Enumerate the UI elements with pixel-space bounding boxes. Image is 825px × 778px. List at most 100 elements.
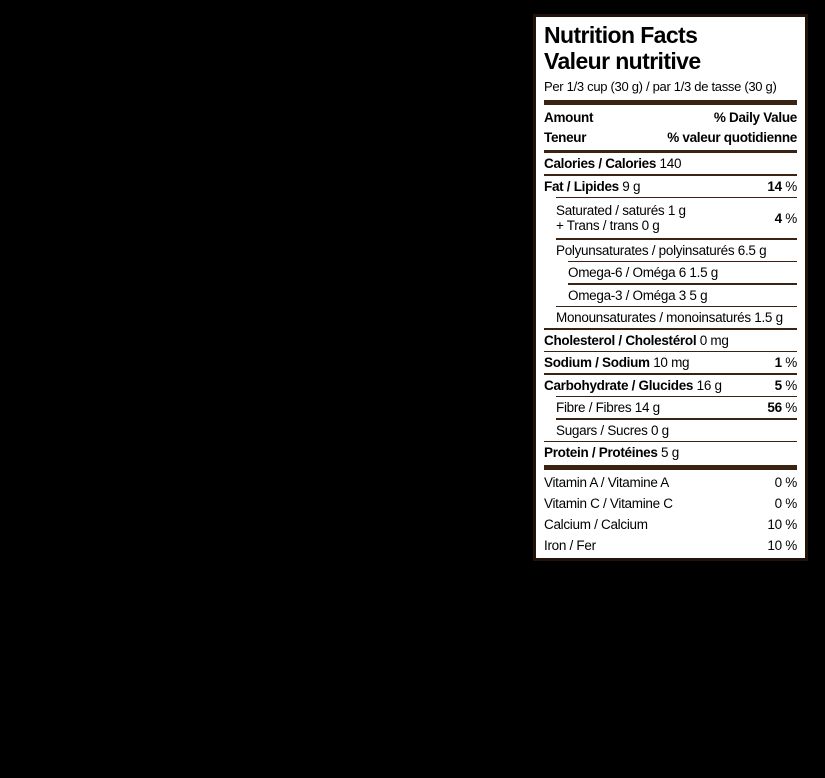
nutrient-label-saturated-trans-line1: Saturated / saturés 1 g: [556, 203, 686, 218]
nutrient-row-omega-6: Omega-6 / Oméga 6 1.5 g: [544, 262, 797, 283]
nutrient-label-part: 10 mg: [649, 355, 690, 370]
micronutrient-row-iron: Iron / Fer 10 %: [544, 535, 797, 556]
daily-value-header-fr: Teneur % valeur quotidienne: [544, 128, 797, 148]
daily-value-label-fr: % valeur quotidienne: [667, 130, 797, 145]
amount-label-fr: Teneur: [544, 130, 587, 145]
percent-sign: %: [781, 210, 797, 226]
daily-value-fibre: 56 %: [767, 400, 797, 415]
nutrient-label-part: Cholesterol / Cholestérol: [544, 332, 697, 348]
nutrient-label-calories: Calories / Calories 140: [544, 156, 681, 171]
separator-below-sugars: [544, 440, 797, 442]
micronutrient-row-vitamin-a: Vitamin A / Vitamine A 0 %: [544, 472, 797, 493]
nutrient-label-part: Omega-3 / Oméga 3 5 g: [568, 287, 708, 303]
separator-below-calories: [544, 174, 797, 176]
nutrient-label-part: 9 g: [618, 178, 641, 194]
daily-value-sodium: 1 %: [774, 355, 798, 370]
micronutrient-label-calcium: Calcium / Calcium: [544, 517, 648, 532]
nutrient-label-fibre: Fibre / Fibres 14 g: [556, 400, 660, 415]
micronutrient-row-vitamin-c: Vitamin C / Vitamine C 0 %: [544, 493, 797, 514]
nutrient-row-cholesterol: Cholesterol / Cholestérol 0 mg: [544, 330, 797, 351]
separator-below-saturated-trans: [556, 238, 797, 240]
separator-below-polyunsaturates: [568, 260, 797, 262]
daily-value-number: 5: [774, 377, 783, 393]
nutrient-row-omega-3: Omega-3 / Oméga 3 5 g: [544, 285, 797, 306]
nutrient-row-protein: Protein / Protéines 5 g: [544, 442, 797, 463]
separator-below-carbohydrate: [556, 395, 797, 397]
micronutrient-value-vitamin-c: 0 %: [774, 496, 798, 511]
nutrient-label-saturated-trans-line2: + Trans / trans 0 g: [556, 218, 660, 233]
nutrient-label-part: Calories / Calories: [544, 156, 657, 171]
nutrient-label-omega-6: Omega-6 / Oméga 6 1.5 g: [568, 265, 718, 280]
daily-value-fat: 14 %: [767, 179, 797, 194]
separator-below-omega-6: [568, 283, 797, 285]
separator-below-sodium: [544, 373, 797, 375]
nutrient-row-saturated-trans: Saturated / saturés 1 g + Trans / trans 0…: [544, 198, 797, 238]
micronutrient-label-iron: Iron / Fer: [544, 538, 596, 553]
nutrient-label-part: Monounsaturates / monoinsaturés 1.5 g: [556, 310, 783, 325]
percent-sign: %: [781, 400, 797, 415]
micronutrient-value-vitamin-a: 0 %: [774, 475, 798, 490]
micronutrient-value-calcium: 10 %: [767, 517, 797, 532]
nutrient-label-carbohydrate: Carbohydrate / Glucides 16 g: [544, 378, 722, 393]
nutrient-label-part: 5 g: [657, 445, 679, 460]
percent-sign: %: [781, 178, 797, 194]
micronutrient-label-vitamin-c: Vitamin C / Vitamine C: [544, 496, 673, 511]
nutrient-label-part: Polyunsaturates / polyinsaturés 6.5 g: [556, 242, 767, 258]
divider-thick-bottom: [544, 465, 797, 470]
nutrient-label-sodium: Sodium / Sodium 10 mg: [544, 355, 690, 370]
divider-medium: [544, 150, 797, 153]
nutrient-label-sugars: Sugars / Sucres 0 g: [556, 423, 669, 438]
nutrient-row-polyunsaturates: Polyunsaturates / polyinsaturés 6.5 g: [544, 240, 797, 261]
micronutrient-value-iron: 10 %: [767, 538, 797, 553]
nutrient-label-part: Fibre / Fibres 14 g: [556, 400, 660, 415]
daily-value-header: Amount % Daily Value Teneur % valeur quo…: [544, 108, 797, 148]
nutrient-row-fat: Fat / Lipides 9 g 14 %: [544, 176, 797, 197]
daily-value-number: 56: [767, 400, 782, 415]
nutrient-label-part: Omega-6 / Oméga 6 1.5 g: [568, 265, 718, 280]
nutrition-facts-label: Nutrition Facts Valeur nutritive Per 1/3…: [533, 14, 808, 561]
daily-value-number: 14: [767, 178, 782, 194]
nutrient-row-calories: Calories / Calories 140: [544, 153, 797, 174]
daily-value-carbohydrate: 5 %: [774, 377, 798, 393]
percent-sign: %: [781, 377, 797, 393]
nutrient-label-part: Sugars / Sucres 0 g: [556, 422, 669, 438]
daily-value-number: 1: [774, 355, 783, 370]
nutrient-label-fat: Fat / Lipides 9 g: [544, 179, 640, 194]
divider-thick-top: [544, 100, 797, 105]
nutrient-row-sodium: Sodium / Sodium 10 mg 1 %: [544, 352, 797, 373]
micronutrient-label-vitamin-a: Vitamin A / Vitamine A: [544, 475, 669, 490]
nutrient-label-omega-3: Omega-3 / Oméga 3 5 g: [568, 287, 708, 303]
nutrient-row-fibre: Fibre / Fibres 14 g 56 %: [544, 397, 797, 418]
daily-value-label-en: % Daily Value: [713, 110, 797, 125]
nutrient-label-part: Protein / Protéines: [544, 445, 658, 460]
separator-below-monounsaturates: [544, 328, 797, 330]
nutrient-label-part: Sodium / Sodium: [544, 355, 650, 370]
nutrient-rows: Calories / Calories 140 Fat / Lipides 9 g…: [544, 153, 797, 463]
nutrient-label-protein: Protein / Protéines 5 g: [544, 445, 679, 460]
micronutrient-row-calcium: Calcium / Calcium 10 %: [544, 514, 797, 535]
daily-value-number: 4: [774, 210, 783, 226]
nutrient-label-monounsaturates: Monounsaturates / monoinsaturés 1.5 g: [556, 310, 783, 325]
serving-size: Per 1/3 cup (30 g) / par 1/3 de tasse (3…: [544, 79, 777, 94]
daily-value-header-en: Amount % Daily Value: [544, 108, 797, 128]
nutrient-row-monounsaturates: Monounsaturates / monoinsaturés 1.5 g: [544, 307, 797, 328]
nutrient-label-part: Carbohydrate / Glucides: [544, 377, 694, 393]
nutrient-row-sugars: Sugars / Sucres 0 g: [544, 420, 797, 441]
nutrient-row-carbohydrate: Carbohydrate / Glucides 16 g 5 %: [544, 375, 797, 396]
nutrient-label-part: 0 mg: [696, 332, 729, 348]
percent-sign: %: [781, 355, 797, 370]
daily-value-saturated-trans: 4 %: [774, 210, 798, 226]
nutrient-label-cholesterol: Cholesterol / Cholestérol 0 mg: [544, 333, 729, 348]
separator-below-omega-3: [556, 305, 797, 307]
title-french: Valeur nutritive: [544, 48, 701, 74]
title-english: Nutrition Facts: [544, 22, 698, 48]
separator-below-fat: [556, 196, 797, 198]
nutrient-label-polyunsaturates: Polyunsaturates / polyinsaturés 6.5 g: [556, 242, 767, 258]
nutrient-label-saturated-trans: Saturated / saturés 1 g + Trans / trans 0…: [556, 203, 686, 233]
separator-below-cholesterol: [544, 350, 797, 352]
nutrient-label-part: 140: [656, 156, 682, 171]
amount-label-en: Amount: [544, 110, 594, 125]
nutrient-label-part: Fat / Lipides: [544, 178, 619, 194]
